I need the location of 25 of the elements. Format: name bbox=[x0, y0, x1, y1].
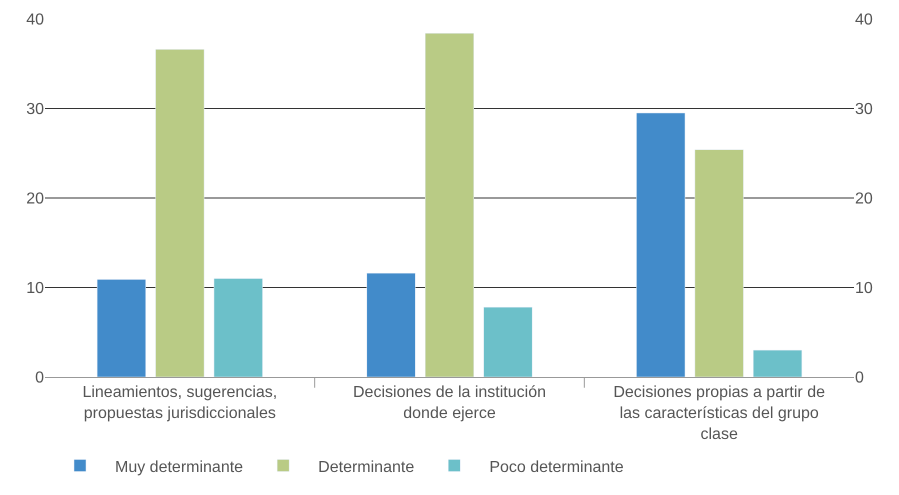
bar bbox=[424, 33, 474, 377]
y2-tick-label: 0 bbox=[855, 370, 864, 387]
y-tick-label: 40 bbox=[26, 12, 44, 29]
y-tick-label: 10 bbox=[26, 280, 44, 298]
bar bbox=[366, 272, 416, 377]
bar bbox=[753, 350, 802, 377]
legend-label: Poco determinante bbox=[489, 458, 624, 476]
y-tick-label: 0 bbox=[35, 370, 44, 387]
x-tick-label: Decisiones de la institución donde ejerce bbox=[353, 384, 546, 422]
y2-tick-label: 30 bbox=[855, 101, 873, 118]
x-tick-label: Decisiones propias a partir de las características del grupo clase bbox=[613, 384, 826, 443]
legend-label: Determinante bbox=[318, 458, 414, 476]
y-tick-label: 20 bbox=[26, 190, 44, 208]
y2-tick-label: 10 bbox=[855, 280, 873, 298]
bar bbox=[483, 306, 532, 377]
bar bbox=[214, 278, 263, 377]
legend-label: Muy determinante bbox=[115, 458, 244, 476]
y-tick-label: 30 bbox=[26, 101, 44, 118]
bar bbox=[96, 279, 146, 377]
bar bbox=[636, 112, 686, 377]
x-tick-label: Lineamientos, sugerencias, propuestas jurisdiccionales bbox=[82, 384, 278, 422]
bar bbox=[155, 49, 204, 377]
bar bbox=[694, 149, 744, 377]
y2-tick-label: 20 bbox=[855, 190, 873, 208]
y2-tick-label: 40 bbox=[855, 12, 873, 29]
